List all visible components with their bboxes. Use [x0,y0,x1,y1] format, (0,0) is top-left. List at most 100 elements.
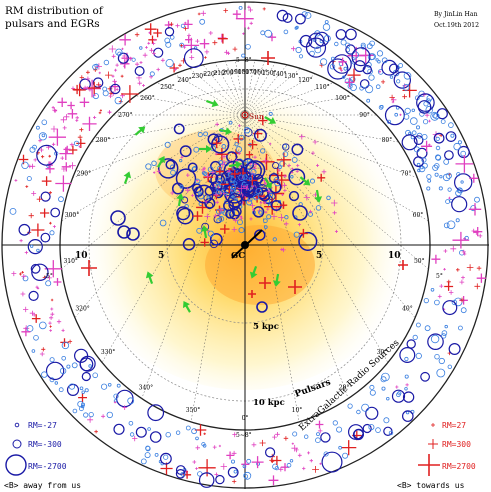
rm-negative-marker [315,205,322,211]
rm-positive-marker [47,275,52,281]
rm-negative-marker [323,451,329,457]
rm-negative-marker [288,190,300,202]
rm-negative-marker [205,201,214,210]
rm-positive-marker [48,128,66,146]
rm-positive-marker [139,61,143,64]
rm-negative-marker [323,35,331,43]
rm-positive-marker [421,140,433,152]
rm-positive-marker [198,459,216,477]
legend-neg-medium: RM=-300 [28,440,62,449]
rm-positive-marker [142,52,148,58]
rm-positive-marker [232,432,238,438]
rm-negative-marker [381,372,390,382]
longitude-label: 40° [402,306,413,313]
rm-positive-marker [153,28,162,38]
rm-negative-marker [207,133,220,146]
rm-negative-marker [203,131,209,137]
rm-positive-marker [169,63,179,73]
rm-negative-marker [163,454,169,460]
rm-negative-marker [364,85,374,94]
field-arrow [145,271,154,285]
longitude-labels: 0° 10° 20° 30° 40° 50° 60° 70° 80° 90° 100° 110°120… [63,69,424,422]
rm-positive-marker [30,163,36,169]
rm-negative-marker [438,357,445,365]
rm-negative-marker [434,163,440,169]
field-arrow [123,171,132,185]
rm-negative-marker [421,157,427,163]
longitude-label: 10° [292,407,303,414]
rm-positive-marker [223,8,228,13]
rm-negative-marker [286,462,292,468]
legend-neg-large: RM=-2700 [28,462,67,471]
latitude-top-label: 5~8° [236,57,252,64]
rm-positive-marker [19,272,22,276]
rm-positive-marker [259,201,263,205]
rm-negative-marker [230,459,235,464]
longitude-label: 210° [213,70,227,77]
longitude-spoke [244,64,288,116]
rm-negative-marker [451,196,468,213]
rm-negative-marker [94,63,99,68]
rm-negative-marker [135,426,147,438]
rm-negative-marker [244,128,253,137]
rm-positive-marker [63,145,71,153]
rm-negative-marker [197,132,203,138]
rm-positive-marker [264,210,268,214]
legend-towards-caption: <B> towards us [397,481,465,490]
rm-negative-marker [404,374,409,379]
rm-negative-marker [45,361,65,381]
rm-negative-marker [253,128,267,142]
rm-negative-marker [242,464,247,469]
rm-negative-marker [413,135,424,146]
longitude-label: 130° [284,73,298,80]
rm-negative-marker [238,174,245,181]
rm-positive-marker [214,152,218,156]
rm-positive-marker [424,113,430,118]
rm-positive-marker [200,10,206,16]
rm-positive-marker [466,264,474,271]
rm-negative-marker [434,172,439,177]
rm-negative-marker [207,230,215,237]
rm-negative-marker [165,432,171,438]
rm-negative-marker [253,173,264,184]
field-arrow [157,155,165,168]
longitude-spoke [244,114,300,422]
rm-positive-marker [81,260,97,276]
rm-negative-marker [282,143,290,151]
rm-negative-marker [183,48,204,68]
rm-negative-marker [27,239,43,255]
rm-positive-marker [88,81,101,95]
rm-negative-marker [381,57,388,64]
rm-positive-marker [115,88,119,91]
rm-negative-marker [245,43,251,50]
rm-negative-marker [175,430,181,435]
rm-positive-marker [278,466,284,472]
rm-negative-marker [427,333,444,350]
rm-positive-marker [228,169,231,173]
rm-negative-marker [134,65,145,76]
rm-negative-marker [443,222,450,229]
rm-positive-marker [405,383,409,387]
rm-positive-marker [61,328,65,332]
rm-positive-marker [113,401,117,404]
rm-positive-marker [262,7,266,11]
rm-positive-marker [338,57,347,66]
rm-negative-marker [441,333,447,339]
rm-negative-marker [194,178,201,185]
rm-negative-marker [218,160,224,165]
rm-positive-marker [49,315,54,320]
rm-positive-marker [443,268,446,271]
rm-negative-marker [131,57,136,62]
rm-positive-marker [112,79,117,84]
rm-negative-marker [293,231,300,238]
rm-negative-marker [365,61,372,68]
longitude-spoke [244,114,389,363]
longitude-spoke [190,114,246,422]
legend-right: RM=27 RM=300 RM=2700 <B> towards us [397,421,476,490]
longitude-label: 270° [118,112,132,119]
rm-positive-marker [233,218,238,223]
rm-negative-marker [405,410,410,415]
rm-negative-marker [79,355,96,372]
rm-positive-marker [312,139,318,145]
rm-negative-marker [115,48,123,56]
